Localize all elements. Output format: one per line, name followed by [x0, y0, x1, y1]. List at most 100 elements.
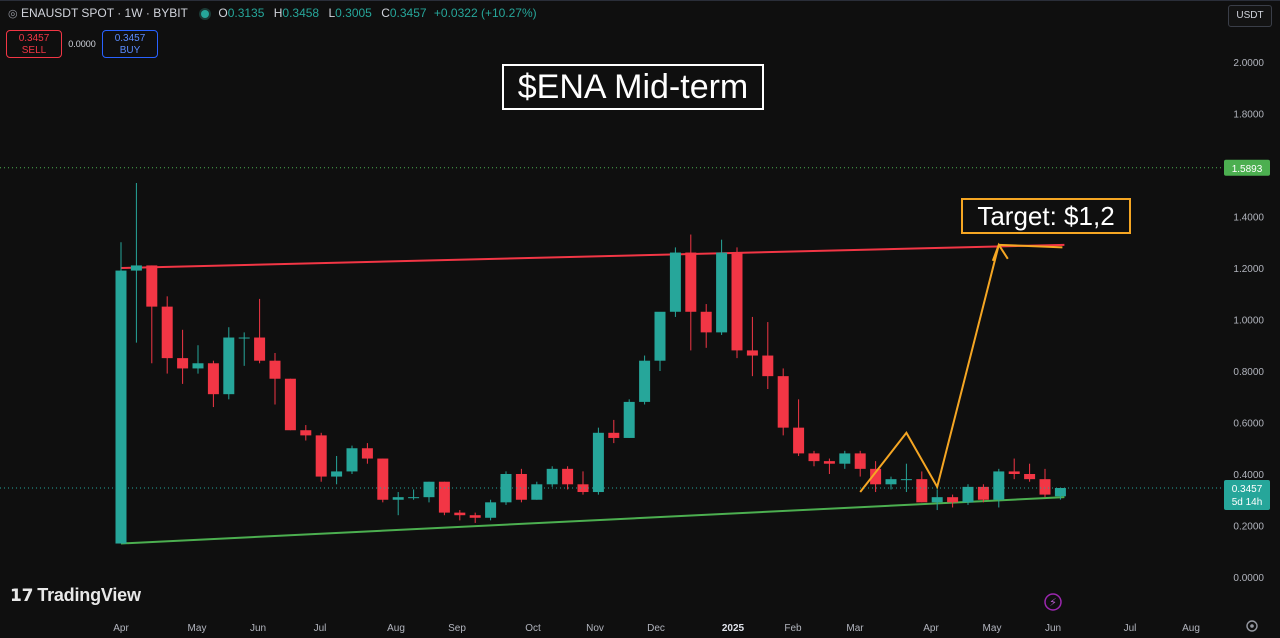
- candle-up: [392, 497, 404, 500]
- candle-down: [469, 515, 481, 518]
- y-tick-label: 1.2000: [1233, 264, 1264, 275]
- candle-up: [346, 448, 358, 472]
- buy-price: 0.3457: [114, 33, 146, 44]
- high-label: H: [273, 6, 283, 20]
- x-tick-label: Nov: [586, 623, 604, 634]
- candle-down: [793, 427, 805, 454]
- x-tick-label: Aug: [387, 623, 405, 634]
- candle-down: [207, 363, 219, 395]
- brand-label: TradingView: [37, 585, 141, 605]
- candle-down: [269, 360, 281, 379]
- candle-up: [669, 252, 681, 312]
- x-tick-label: Jul: [314, 623, 327, 634]
- candle-up: [654, 311, 666, 361]
- candle-down: [577, 484, 589, 493]
- tradingview-logo-icon: 𝟭𝟳: [10, 586, 34, 605]
- candle-up: [1054, 487, 1066, 497]
- candle-up: [531, 484, 543, 500]
- candle-up: [238, 337, 250, 339]
- candle-up: [331, 471, 343, 477]
- candle-up: [592, 432, 604, 493]
- close-label: C: [381, 6, 390, 20]
- y-tick-label: 2.0000: [1233, 58, 1264, 69]
- candle-down: [377, 458, 389, 500]
- settings-icon[interactable]: [1246, 620, 1258, 632]
- buy-label: BUY: [119, 45, 141, 56]
- buy-button[interactable]: 0.3457 BUY: [102, 30, 158, 58]
- support-trendline[interactable]: [120, 496, 1065, 545]
- open-value: 0.3135: [227, 6, 265, 20]
- x-tick-label: Jul: [1124, 623, 1137, 634]
- last-price-badge: [1224, 479, 1270, 510]
- low-label: L: [328, 6, 336, 20]
- alert-price-label: 1.5893: [1232, 164, 1263, 175]
- candle-down: [254, 337, 266, 361]
- currency-select[interactable]: USDT: [1228, 5, 1272, 27]
- low-value: 0.3005: [335, 6, 372, 20]
- x-tick-label: Jun: [1045, 623, 1061, 634]
- y-tick-label: 1.4000: [1233, 213, 1264, 224]
- candle-down: [947, 497, 959, 503]
- candle-down: [438, 481, 450, 513]
- y-tick-label: 0.2000: [1233, 522, 1264, 533]
- chart-title: $ENA Mid-term: [502, 64, 764, 110]
- resistance-trendline[interactable]: [120, 243, 1065, 269]
- target-annotation: Target: $1,2: [961, 198, 1131, 234]
- spread-value: 0.0000: [68, 39, 96, 49]
- candle-up: [839, 453, 851, 464]
- candle-up: [408, 497, 420, 499]
- lightning-icon[interactable]: [1044, 593, 1062, 611]
- sell-label: SELL: [21, 45, 47, 56]
- symbol-icon[interactable]: ◎: [8, 8, 18, 20]
- candle-up: [485, 502, 497, 518]
- candle-down: [916, 479, 928, 503]
- candle-up: [993, 471, 1005, 500]
- x-tick-label: Aug: [1182, 623, 1200, 634]
- candle-down: [315, 435, 327, 477]
- x-tick-label: Jun: [250, 623, 266, 634]
- candle-down: [454, 512, 466, 516]
- close-value: 0.3457: [389, 6, 427, 20]
- sell-button[interactable]: 0.3457 SELL: [6, 30, 62, 58]
- candle-down: [746, 350, 758, 356]
- candle-up: [962, 486, 974, 503]
- candle-down: [284, 378, 296, 431]
- x-tick-label: 2025: [722, 623, 745, 634]
- symbol-title[interactable]: ENAUSDT SPOT · 1W · BYBIT: [20, 6, 188, 20]
- candle-up: [130, 265, 142, 271]
- candle-down: [700, 311, 712, 333]
- candle-down: [1008, 471, 1020, 474]
- candle-down: [762, 355, 774, 377]
- y-tick-label: 1.0000: [1233, 316, 1264, 327]
- sell-price: 0.3457: [18, 33, 50, 44]
- candle-down: [823, 461, 835, 464]
- target-connector-line: [998, 243, 1063, 249]
- settings-icon-dot: [1250, 624, 1254, 628]
- candle-up: [223, 337, 235, 395]
- y-tick-label: 0.8000: [1233, 367, 1264, 378]
- high-value: 0.3458: [282, 6, 320, 20]
- x-tick-label: Mar: [846, 623, 864, 634]
- projection-path[interactable]: [859, 244, 1000, 493]
- x-tick-label: Sep: [448, 623, 466, 634]
- x-tick-label: Apr: [923, 623, 939, 634]
- candle-down: [300, 430, 312, 436]
- candle-up: [500, 474, 512, 503]
- candle-up: [423, 481, 435, 498]
- candle-up: [900, 479, 912, 481]
- change-value: +0.0322 (+10.27%): [433, 6, 537, 20]
- candle-down: [1024, 474, 1036, 480]
- candle-down: [977, 486, 989, 500]
- candle-down: [777, 376, 789, 428]
- candle-down: [608, 432, 620, 438]
- tradingview-logo[interactable]: 𝟭𝟳 TradingView: [10, 585, 141, 606]
- x-tick-label: May: [983, 623, 1002, 634]
- candle-up: [192, 363, 204, 369]
- alert-price-badge: [1224, 159, 1270, 176]
- candle-down: [177, 358, 189, 369]
- candle-up: [115, 270, 127, 544]
- x-tick-label: Dec: [647, 623, 665, 634]
- candle-up: [639, 360, 651, 402]
- candle-up: [623, 401, 635, 438]
